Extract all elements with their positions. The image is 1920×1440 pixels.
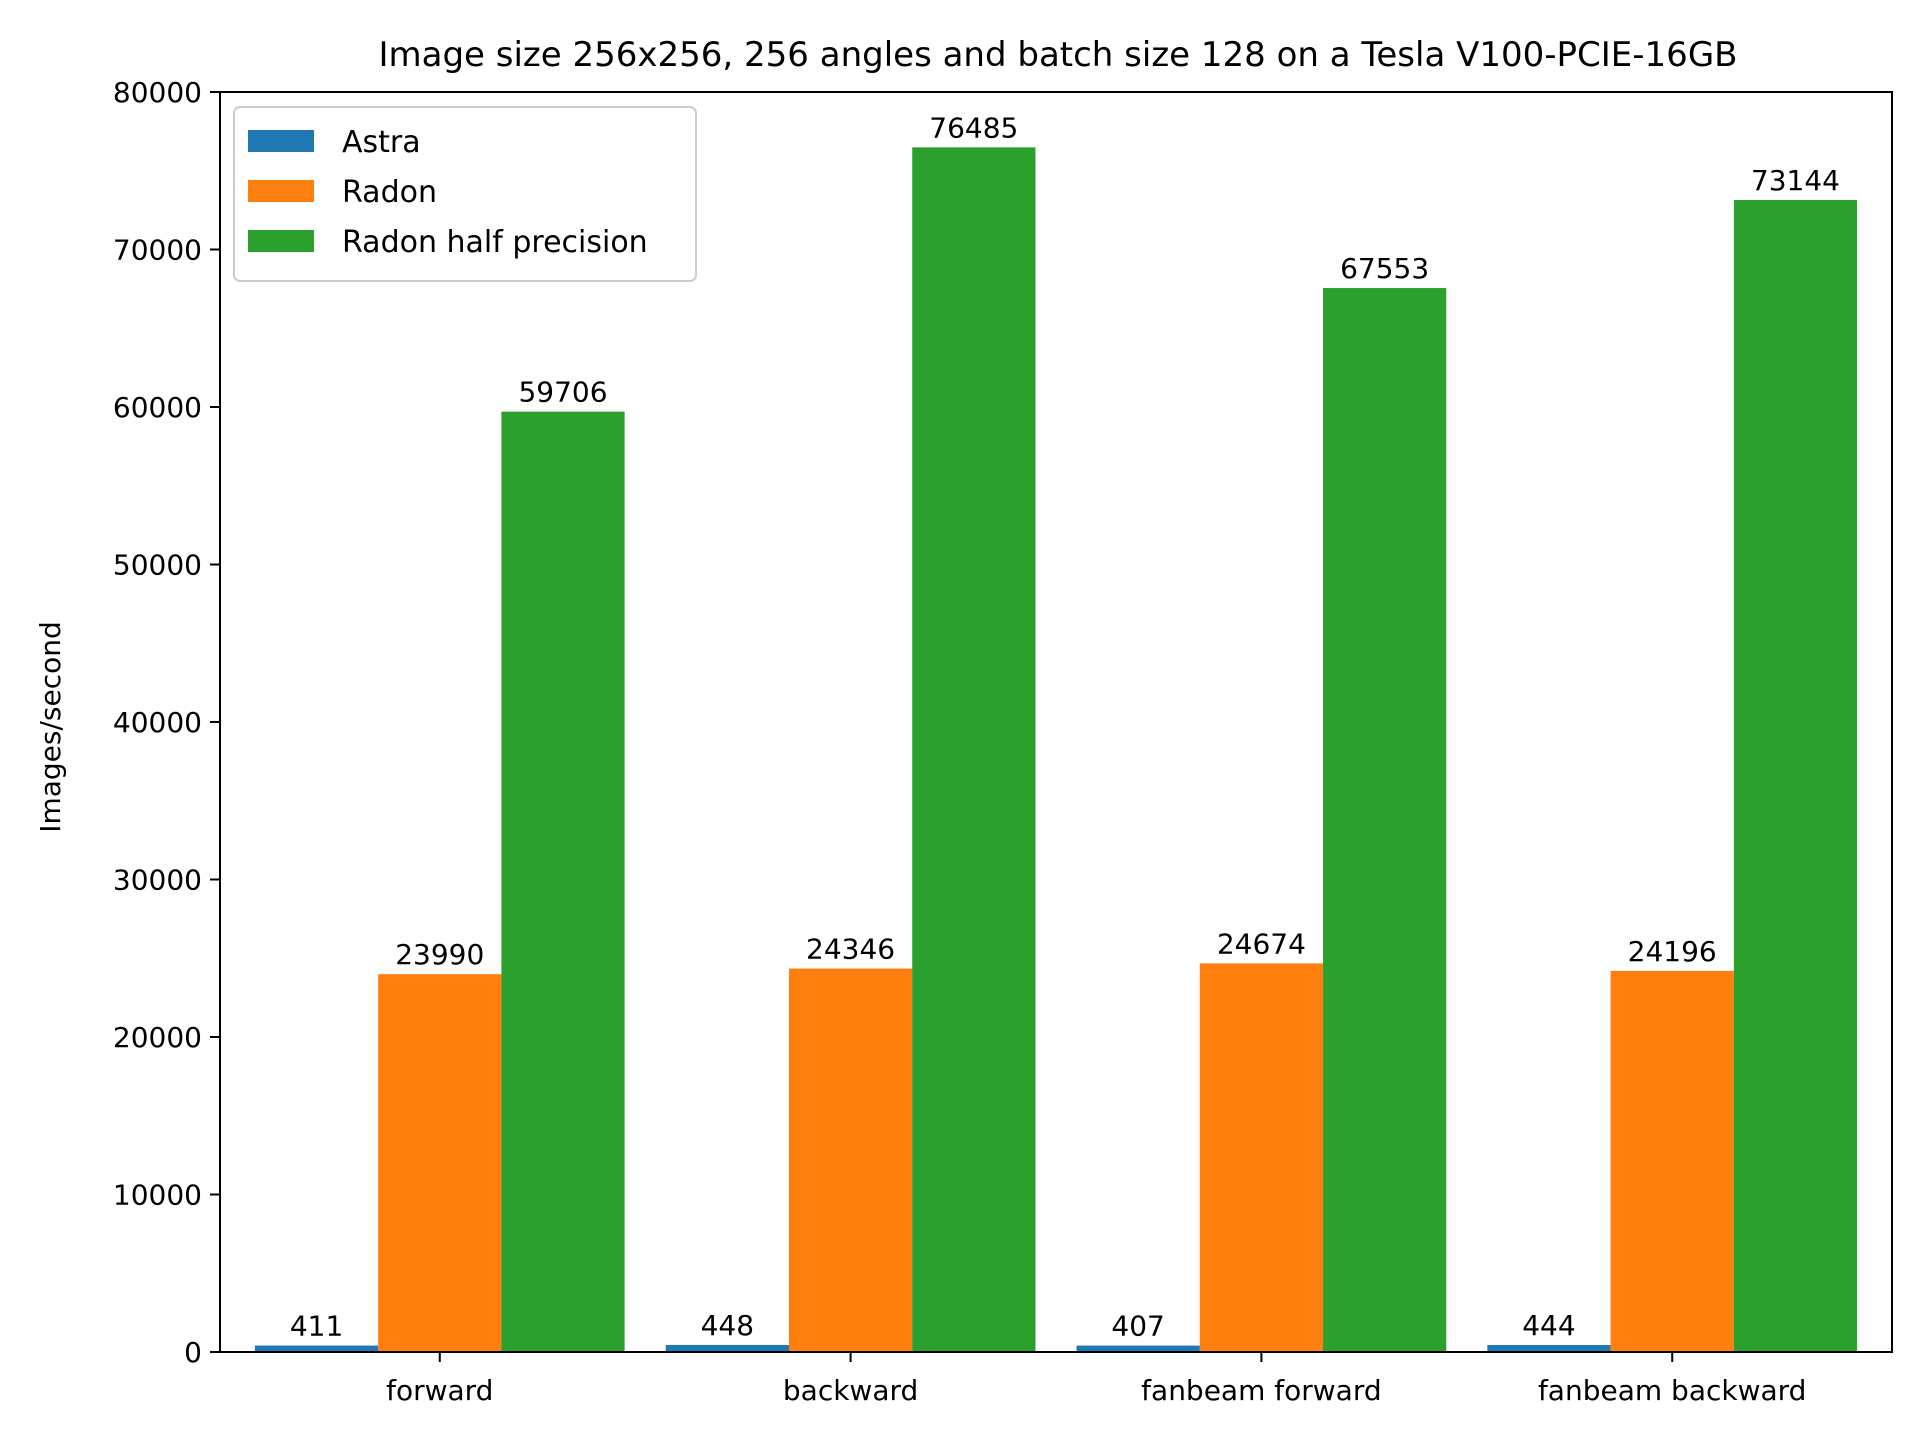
data-label: 24196 <box>1628 935 1717 968</box>
y-tick-label: 80000 <box>113 76 202 109</box>
bar-radon-half-precision-fanbeam-backward <box>1733 199 1858 1353</box>
x-axis-ticks: forward backward fanbeam forward fanbeam ba… <box>386 1352 1806 1407</box>
y-axis-label: Images/second <box>34 621 67 833</box>
plot-frame <box>219 91 1893 1353</box>
data-label: 444 <box>1522 1309 1575 1342</box>
legend: Astra Radon Radon half precision <box>233 106 697 282</box>
x-tick-label: fanbeam backward <box>1538 1374 1807 1407</box>
bar-radon-fanbeam-backward <box>1610 970 1734 1352</box>
legend-swatch-radon <box>248 180 314 202</box>
data-label: 407 <box>1111 1310 1164 1343</box>
data-label: 24346 <box>806 933 895 966</box>
bar-astra-backward <box>665 1344 789 1352</box>
chart-title: Image size 256x256, 256 angles and batch… <box>378 35 1737 75</box>
y-tick-label: 60000 <box>113 391 202 424</box>
legend-box <box>233 106 697 282</box>
y-tick-label: 20000 <box>113 1021 202 1054</box>
legend-swatch-radon-half-precision <box>248 230 314 252</box>
data-label: 24674 <box>1217 927 1306 960</box>
bar-radon-half-precision-fanbeam-forward <box>1323 288 1447 1352</box>
legend-label: Radon <box>342 175 437 210</box>
y-tick-label: 10000 <box>113 1179 202 1212</box>
legend-label: Astra <box>342 125 421 160</box>
bar-radon-forward <box>378 974 502 1352</box>
y-axis-ticks: 0 10000 20000 30000 40000 50000 60000 70000 8000… <box>113 76 220 1369</box>
x-tick-label: fanbeam forward <box>1141 1374 1381 1407</box>
data-label: 448 <box>701 1309 754 1342</box>
bar-radon-half-precision-forward <box>501 411 625 1352</box>
data-label: 59706 <box>518 376 607 409</box>
bar-radon-fanbeam-forward <box>1199 963 1324 1352</box>
bars-group <box>254 147 1858 1353</box>
data-label: 76485 <box>929 111 1018 144</box>
x-tick-label: backward <box>783 1374 918 1407</box>
data-label: 73144 <box>1751 164 1840 197</box>
data-label: 67553 <box>1340 252 1429 285</box>
y-tick-label: 50000 <box>113 549 202 582</box>
bar-radon-backward <box>788 968 913 1352</box>
y-tick-label: 40000 <box>113 706 202 739</box>
bar-astra-forward <box>254 1345 379 1352</box>
x-tick-label: forward <box>386 1374 493 1407</box>
bar-radon-half-precision-backward <box>912 147 1036 1353</box>
y-tick-label: 0 <box>184 1336 202 1369</box>
data-label: 411 <box>290 1310 343 1343</box>
y-tick-label: 30000 <box>113 864 202 897</box>
bar-astra-fanbeam-forward <box>1076 1345 1200 1352</box>
y-tick-label: 70000 <box>113 234 202 267</box>
legend-swatch-astra <box>248 130 314 152</box>
data-labels-group: 411 23990 59706 448 24346 76485 407 24674 67553 4… <box>290 111 1840 1342</box>
data-label: 23990 <box>395 938 484 971</box>
bar-astra-fanbeam-backward <box>1487 1345 1611 1352</box>
legend-label: Radon half precision <box>342 225 648 260</box>
